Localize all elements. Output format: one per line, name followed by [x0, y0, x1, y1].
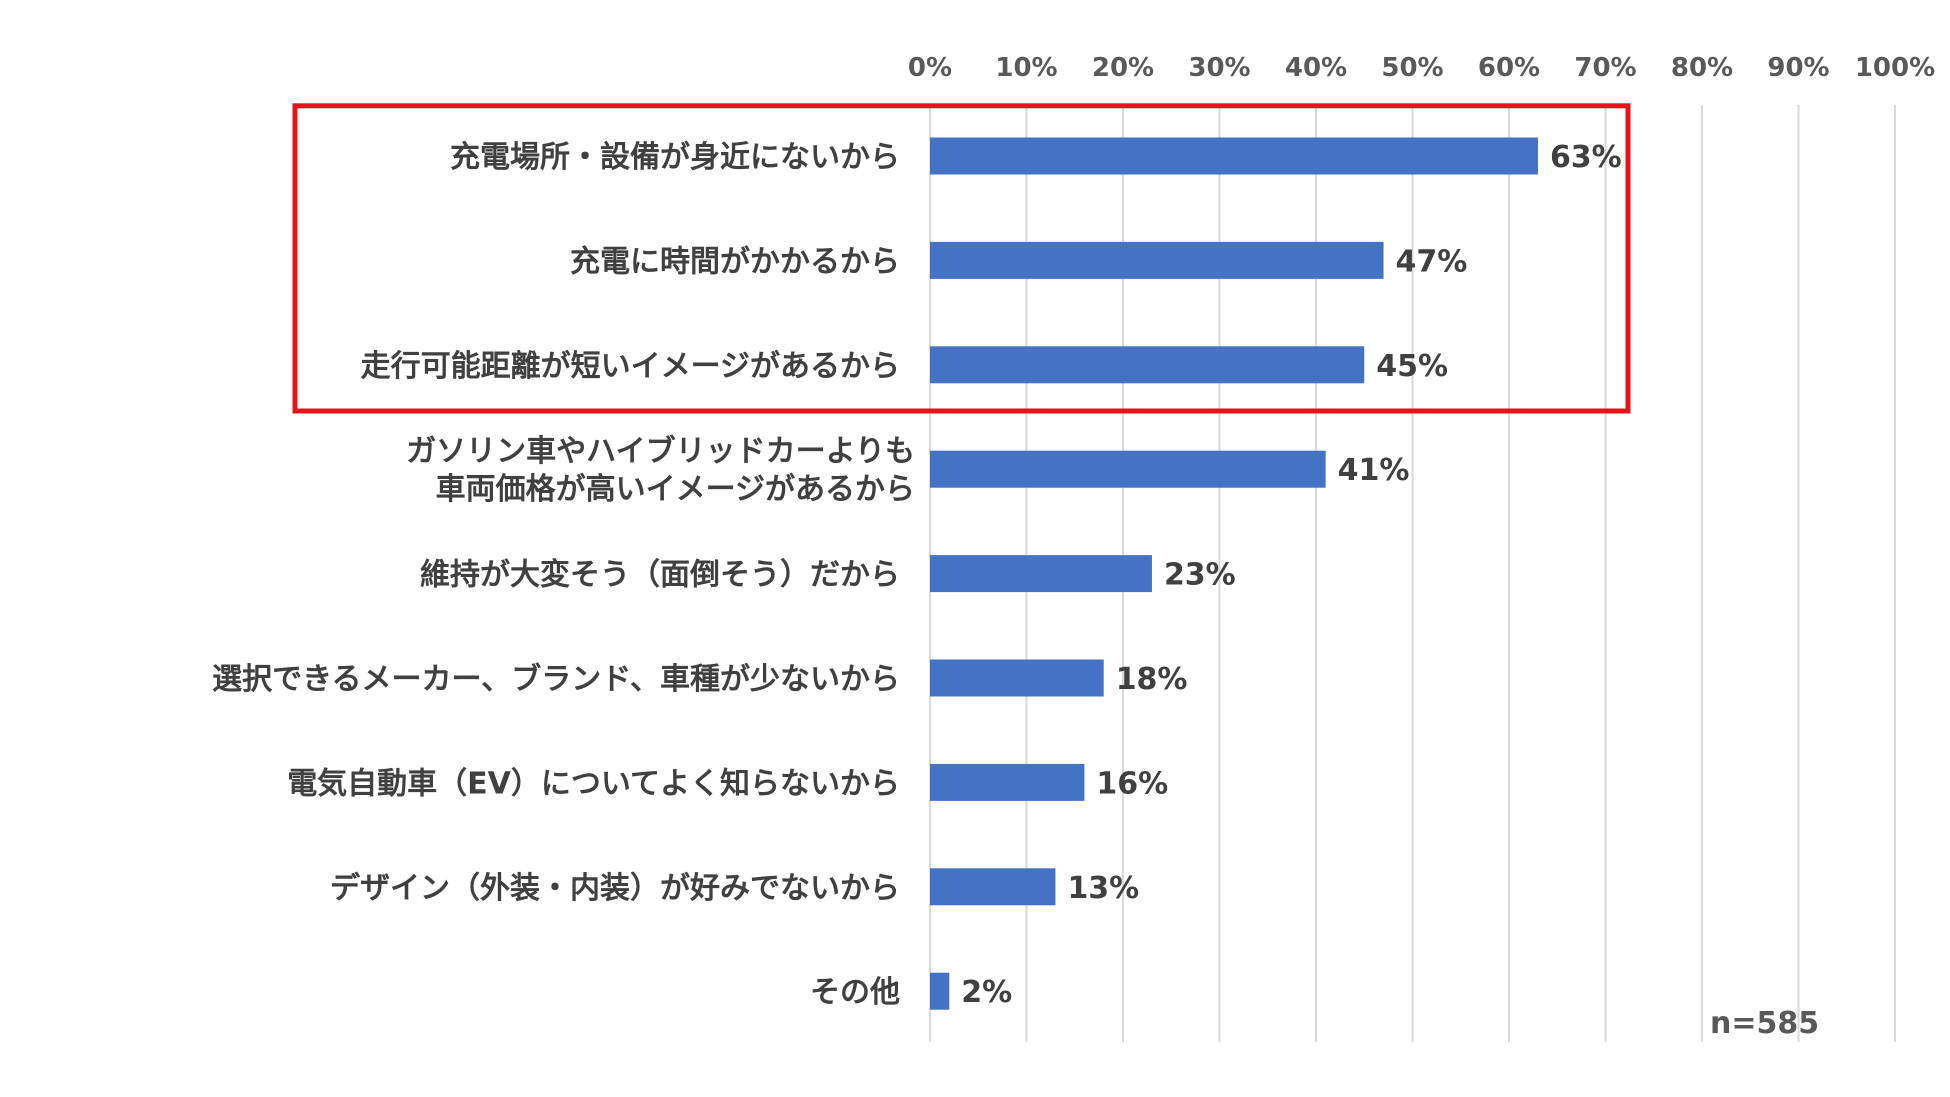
x-tick-label: 70%	[1574, 53, 1636, 83]
data-label: 16%	[1096, 766, 1168, 801]
category-label: 選択できるメーカー、ブランド、車種が少ないから	[212, 662, 900, 697]
x-tick-label: 50%	[1381, 53, 1443, 83]
category-label-line: デザイン（外装・内装）が好みでないから	[330, 871, 900, 906]
data-label: 45%	[1376, 349, 1448, 384]
category-label-line: ガソリン車やハイブリッドカーよりも	[406, 434, 915, 469]
category-label-line: 充電に時間がかかるから	[570, 244, 900, 279]
category-label-line: 選択できるメーカー、ブランド、車種が少ないから	[212, 662, 900, 697]
category-label-line: 電気自動車（EV）についてよく知らないから	[287, 766, 900, 801]
category-label: 電気自動車（EV）についてよく知らないから	[287, 766, 900, 801]
data-label: 2%	[961, 975, 1012, 1010]
sample-size-note: n=585	[1710, 1006, 1819, 1041]
x-tick-label: 60%	[1478, 53, 1540, 83]
x-axis-ticks: 0% 10% 20% 30% 40% 50% 60% 70% 80% 90% 100%	[908, 53, 1935, 83]
category-label: その他	[810, 975, 900, 1010]
data-label: 23%	[1164, 558, 1236, 593]
bar	[930, 555, 1152, 593]
bar	[930, 659, 1104, 697]
data-label: 13%	[1067, 871, 1139, 906]
x-tick-label: 80%	[1671, 53, 1733, 83]
category-label-line: 充電場所・設備が身近にないから	[450, 140, 900, 175]
category-label: 充電場所・設備が身近にないから	[450, 140, 900, 175]
bar	[930, 450, 1326, 488]
category-labels: 充電場所・設備が身近にないから充電に時間がかかるから走行可能距離が短いイメージが…	[212, 140, 915, 1010]
category-label: 走行可能距離が短いイメージがあるから	[361, 349, 900, 384]
data-label: 63%	[1550, 140, 1622, 175]
x-tick-label: 20%	[1092, 53, 1154, 83]
data-labels: 63% 47% 45% 41% 23% 18% 16% 13% 2%	[961, 140, 1621, 1010]
category-label: 維持が大変そう（面倒そう）だから	[420, 558, 900, 593]
category-label: デザイン（外装・内装）が好みでないから	[330, 871, 900, 906]
category-label: 充電に時間がかかるから	[570, 244, 900, 279]
data-label: 41%	[1338, 453, 1410, 488]
category-label-line: 車両価格が高いイメージがあるから	[436, 472, 915, 507]
category-label-line: 維持が大変そう（面倒そう）だから	[420, 558, 900, 593]
category-label-line: 走行可能距離が短いイメージがあるから	[361, 349, 900, 384]
data-label: 18%	[1116, 662, 1188, 697]
bar	[930, 868, 1056, 906]
x-tick-label: 100%	[1855, 53, 1935, 83]
highlight-box-layer	[292, 103, 1631, 414]
bar	[930, 241, 1384, 279]
bar	[930, 972, 950, 1010]
x-tick-label: 40%	[1285, 53, 1347, 83]
bar	[930, 763, 1085, 801]
bars	[930, 137, 1538, 1010]
category-label: ガソリン車やハイブリッドカーよりも車両価格が高いイメージがあるから	[406, 434, 915, 507]
data-label: 47%	[1396, 244, 1468, 279]
x-tick-label: 30%	[1188, 53, 1250, 83]
category-label-line: その他	[810, 975, 900, 1010]
x-tick-label: 0%	[908, 53, 952, 83]
highlight-box	[292, 103, 1631, 414]
x-tick-label: 90%	[1767, 53, 1829, 83]
bar	[930, 346, 1365, 384]
bar	[930, 137, 1538, 175]
x-tick-label: 10%	[995, 53, 1057, 83]
